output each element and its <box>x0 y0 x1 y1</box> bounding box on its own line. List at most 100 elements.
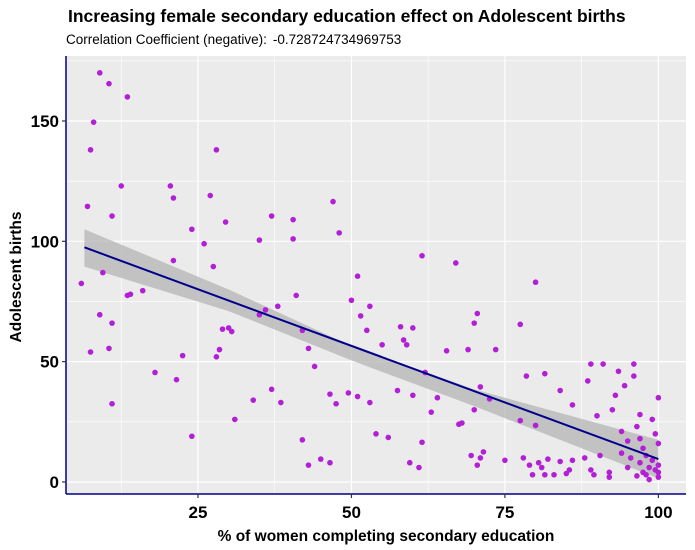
data-point <box>96 70 103 76</box>
data-point <box>222 219 229 225</box>
data-point <box>542 370 548 377</box>
data-point <box>357 313 364 319</box>
data-point <box>109 400 115 407</box>
x-tick-label: 25 <box>189 503 208 522</box>
data-point <box>474 462 481 468</box>
data-point <box>410 325 416 331</box>
data-point <box>311 363 318 370</box>
data-point <box>655 462 662 468</box>
data-point <box>529 471 536 478</box>
data-point <box>453 260 459 266</box>
data-point <box>299 437 306 443</box>
data-point <box>228 328 235 335</box>
data-point <box>216 346 223 353</box>
data-point <box>517 321 524 328</box>
data-point <box>569 457 576 464</box>
data-point <box>87 147 94 153</box>
chart-subtitle: Correlation Coefficient (negative): -0.72… <box>66 32 401 47</box>
data-point <box>652 431 659 437</box>
data-point <box>403 341 410 348</box>
data-point <box>637 435 643 442</box>
data-point <box>597 452 603 459</box>
data-point <box>637 411 643 418</box>
data-point <box>87 349 94 355</box>
data-point <box>612 392 619 399</box>
data-point <box>532 422 539 429</box>
data-point <box>542 471 548 478</box>
data-point <box>373 431 379 437</box>
data-point <box>293 292 299 299</box>
data-point <box>78 280 85 287</box>
data-point <box>213 147 220 153</box>
data-point <box>517 417 524 424</box>
data-point <box>106 80 112 87</box>
data-point <box>640 445 646 452</box>
data-point <box>354 273 361 280</box>
data-point <box>523 373 530 379</box>
data-point <box>268 213 275 219</box>
data-point <box>367 399 373 406</box>
data-point <box>566 467 573 473</box>
data-point <box>419 439 425 446</box>
data-point <box>152 369 158 376</box>
data-points <box>78 70 662 483</box>
data-point <box>327 391 333 397</box>
data-point <box>305 345 312 352</box>
data-point <box>434 394 441 401</box>
chart-title: Increasing female secondary education ef… <box>68 6 626 26</box>
subtitle-value: -0.728724734969753 <box>272 32 402 47</box>
data-point <box>201 240 207 247</box>
x-tick-label: 100 <box>644 503 672 522</box>
data-point <box>109 320 115 326</box>
data-point <box>207 192 214 199</box>
data-point <box>545 456 551 462</box>
data-point <box>502 457 508 464</box>
y-tick-label: 0 <box>50 473 59 492</box>
data-point <box>520 455 527 461</box>
data-point <box>643 471 649 478</box>
data-point <box>250 397 257 403</box>
data-point <box>535 459 542 466</box>
data-point <box>367 303 373 310</box>
data-point <box>474 310 481 317</box>
data-point <box>594 412 600 419</box>
data-point <box>471 320 478 326</box>
x-tick-label: 50 <box>342 503 361 522</box>
data-point <box>606 474 613 480</box>
data-point <box>109 213 115 219</box>
data-point <box>406 459 413 466</box>
data-point <box>609 406 616 413</box>
data-point <box>492 346 499 353</box>
data-point <box>655 469 662 476</box>
data-point <box>468 452 474 459</box>
data-point <box>428 409 435 415</box>
data-point <box>631 373 637 379</box>
data-point <box>336 230 342 236</box>
data-point <box>606 469 613 476</box>
data-point <box>106 345 112 352</box>
data-point <box>173 376 180 383</box>
data-point <box>649 457 656 464</box>
data-point <box>124 94 131 100</box>
data-point <box>305 462 312 468</box>
data-point <box>557 387 563 394</box>
data-point <box>459 420 465 426</box>
data-point <box>634 423 640 430</box>
data-point <box>394 387 401 394</box>
data-point <box>262 307 269 313</box>
data-point <box>400 337 407 343</box>
data-point <box>646 476 652 483</box>
data-point <box>477 384 484 390</box>
y-axis-ticks: 0 50 100 150 <box>31 112 66 492</box>
data-point <box>588 361 594 367</box>
data-point <box>348 297 355 304</box>
data-point <box>189 433 195 440</box>
data-point <box>526 462 533 468</box>
data-point <box>268 386 275 393</box>
data-point <box>551 471 557 478</box>
data-point <box>354 393 361 400</box>
data-point <box>379 341 385 348</box>
data-point <box>624 438 631 444</box>
data-point <box>480 449 487 455</box>
